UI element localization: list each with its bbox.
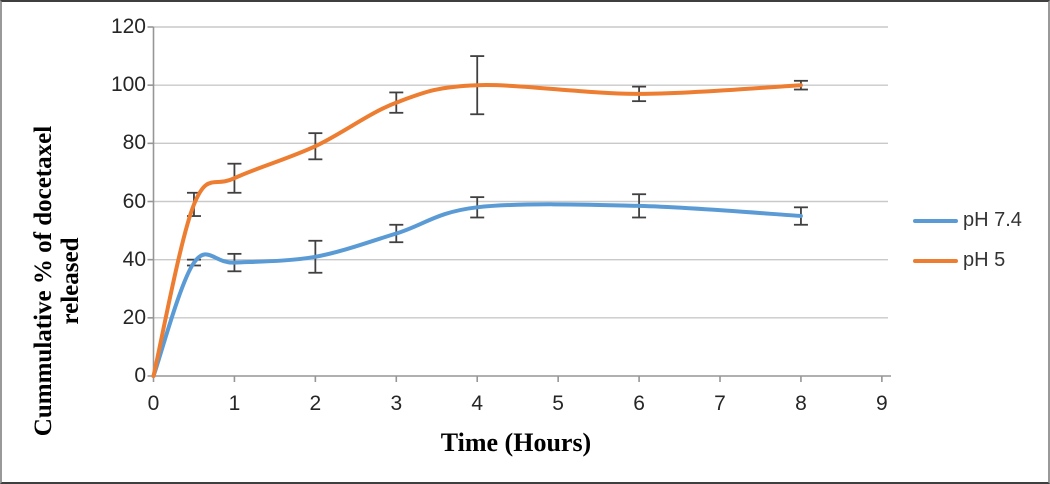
series-line-ph-7.4 bbox=[151, 202, 803, 378]
x-tick-label: 0 bbox=[147, 392, 160, 415]
y-axis-title: Cummulative % of docetaxel released bbox=[30, 125, 84, 437]
legend-item: pH 7.4 bbox=[913, 209, 1022, 232]
y-tick-label: 20 bbox=[122, 305, 146, 329]
x-tick-label: 4 bbox=[471, 392, 484, 415]
x-tick-label: 2 bbox=[309, 392, 322, 415]
x-tick-label: 1 bbox=[228, 392, 241, 415]
legend-label: pH 7.4 bbox=[963, 209, 1022, 231]
x-tick-label: 6 bbox=[633, 392, 645, 415]
x-tick-label: 3 bbox=[390, 392, 403, 415]
y-tick-label: 120 bbox=[110, 15, 146, 38]
y-tick-label: 80 bbox=[122, 131, 146, 155]
legend-item: pH 5 bbox=[913, 249, 1022, 272]
x-tick-label: 7 bbox=[714, 392, 726, 415]
y-tick-label: 0 bbox=[134, 364, 146, 387]
x-tick-label: 5 bbox=[552, 392, 564, 415]
legend-line-swatch bbox=[913, 218, 958, 223]
x-tick-label: 9 bbox=[876, 392, 888, 415]
legend: pH 7.4 pH 5 bbox=[913, 209, 1022, 272]
y-tick-label: 100 bbox=[110, 73, 146, 97]
y-tick-label: 60 bbox=[122, 189, 146, 213]
x-tick-label: 8 bbox=[795, 392, 807, 415]
series-line-ph-5 bbox=[151, 83, 803, 378]
x-axis-title: Time (Hours) bbox=[440, 428, 592, 457]
legend-label: pH 5 bbox=[963, 249, 1006, 271]
y-tick-label: 40 bbox=[122, 247, 146, 271]
legend-line-swatch bbox=[913, 258, 958, 263]
